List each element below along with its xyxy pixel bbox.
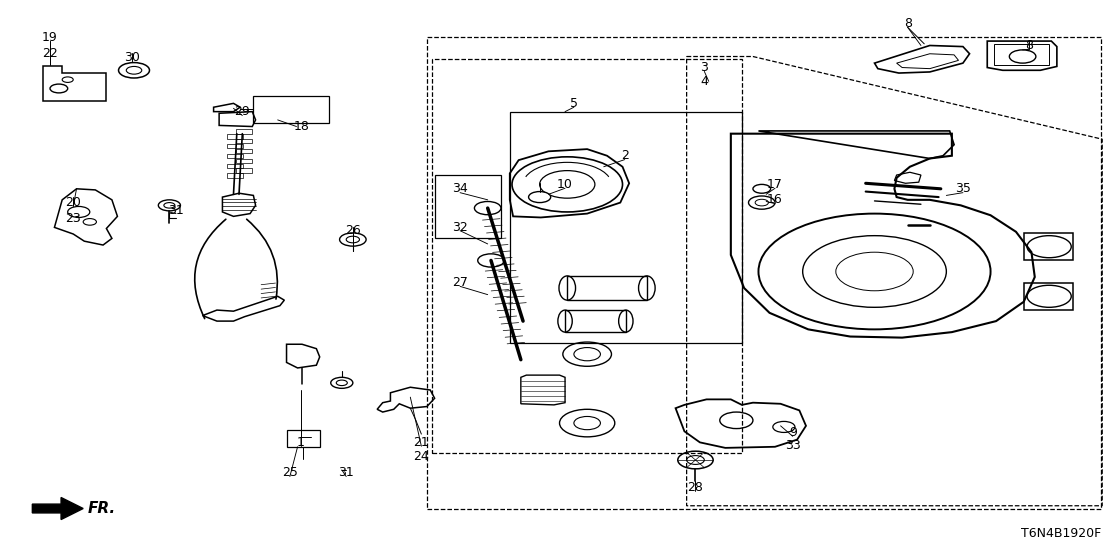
Polygon shape xyxy=(32,497,83,520)
Text: 3: 3 xyxy=(700,61,708,74)
Bar xyxy=(236,149,253,153)
Bar xyxy=(236,158,253,163)
Text: 26: 26 xyxy=(345,224,361,237)
Text: 28: 28 xyxy=(688,481,704,494)
Bar xyxy=(236,168,253,173)
Text: 10: 10 xyxy=(557,178,573,191)
Text: T6N4B1920F: T6N4B1920F xyxy=(1020,527,1101,541)
Text: 16: 16 xyxy=(767,193,783,206)
Bar xyxy=(227,163,244,168)
Text: 9: 9 xyxy=(789,426,797,439)
Bar xyxy=(254,96,329,122)
Bar xyxy=(227,144,244,148)
Text: 31: 31 xyxy=(168,204,184,217)
Text: 25: 25 xyxy=(281,466,298,479)
Text: 21: 21 xyxy=(413,436,429,449)
Bar xyxy=(227,154,244,158)
Text: FR.: FR. xyxy=(88,501,115,516)
Bar xyxy=(994,44,1049,65)
Text: 19: 19 xyxy=(42,30,58,44)
Text: 34: 34 xyxy=(452,182,468,196)
Bar xyxy=(434,175,501,238)
Text: 24: 24 xyxy=(413,450,429,463)
Bar xyxy=(510,112,742,343)
Bar xyxy=(236,129,253,134)
Bar xyxy=(432,59,742,453)
Bar xyxy=(227,173,244,178)
Bar xyxy=(287,430,320,447)
Text: 8: 8 xyxy=(904,17,912,30)
Bar xyxy=(565,310,626,332)
Text: 33: 33 xyxy=(784,439,801,452)
Text: 8: 8 xyxy=(1025,39,1034,52)
Bar xyxy=(427,37,1101,509)
Text: 23: 23 xyxy=(65,212,81,224)
Text: 5: 5 xyxy=(570,97,578,110)
Text: 1: 1 xyxy=(297,436,305,449)
Bar xyxy=(567,276,647,300)
Circle shape xyxy=(529,192,551,203)
Bar xyxy=(236,139,253,143)
Text: 2: 2 xyxy=(620,149,628,162)
Text: 20: 20 xyxy=(65,196,81,209)
Circle shape xyxy=(474,202,501,215)
Text: 18: 18 xyxy=(294,120,310,133)
Text: 22: 22 xyxy=(42,47,58,60)
Text: 4: 4 xyxy=(700,75,708,88)
Text: 17: 17 xyxy=(767,178,783,191)
Text: 29: 29 xyxy=(235,105,250,118)
Circle shape xyxy=(478,254,504,267)
Text: 35: 35 xyxy=(955,182,971,196)
Text: 32: 32 xyxy=(452,221,468,234)
Text: 31: 31 xyxy=(338,466,355,479)
Bar xyxy=(227,134,244,138)
Text: 27: 27 xyxy=(452,276,468,289)
Text: 30: 30 xyxy=(124,51,140,64)
